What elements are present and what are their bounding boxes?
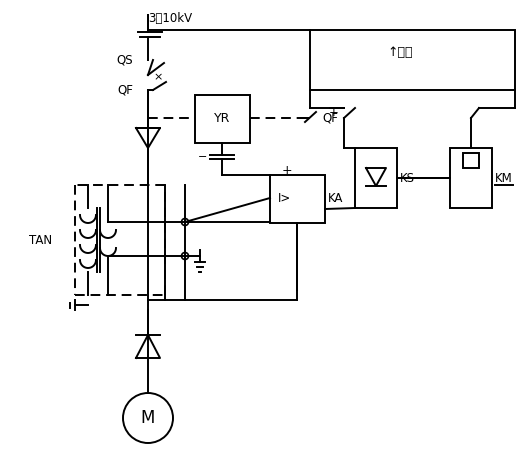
Circle shape <box>181 218 189 225</box>
Text: 3～10kV: 3～10kV <box>148 11 192 25</box>
Text: QS: QS <box>117 53 133 67</box>
Text: ↑信号: ↑信号 <box>387 46 413 58</box>
Bar <box>355 148 397 208</box>
Circle shape <box>181 253 189 260</box>
Bar <box>310 30 515 90</box>
Bar <box>270 175 325 223</box>
Text: ×: × <box>153 72 162 82</box>
Text: M: M <box>141 409 155 427</box>
Text: QF: QF <box>117 84 133 96</box>
Text: YR: YR <box>214 112 230 126</box>
Text: +: + <box>329 106 339 118</box>
Text: +: + <box>281 164 293 176</box>
Bar <box>450 148 492 208</box>
Text: KA: KA <box>328 192 343 206</box>
Text: KM: KM <box>495 171 513 185</box>
Circle shape <box>123 393 173 443</box>
Text: −: − <box>198 152 207 162</box>
Text: I>: I> <box>278 192 292 206</box>
Text: QF: QF <box>322 112 338 124</box>
Text: KS: KS <box>400 171 415 185</box>
Text: TAN: TAN <box>29 234 52 246</box>
Bar <box>195 95 250 143</box>
Bar <box>463 153 479 168</box>
